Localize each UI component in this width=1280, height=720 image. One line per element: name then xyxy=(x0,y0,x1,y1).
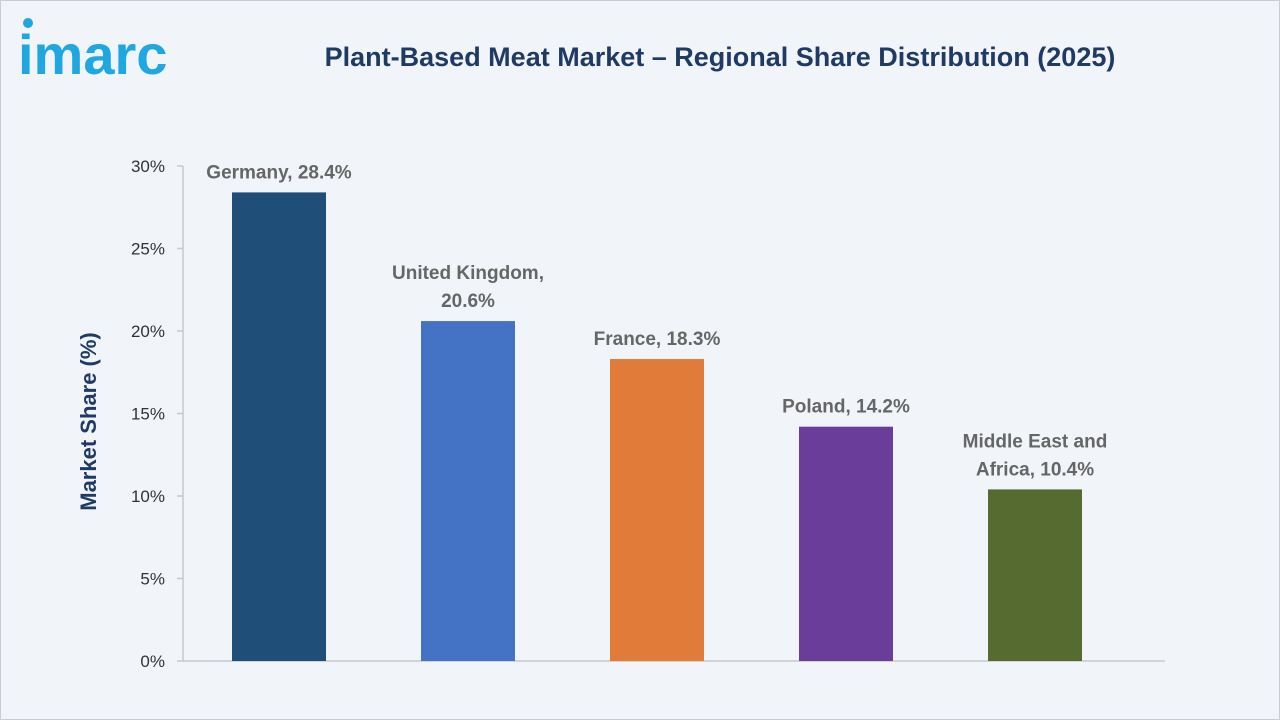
y-axis-label: Market Share (%) xyxy=(76,332,101,511)
data-label: 20.6% xyxy=(441,291,495,312)
logo-text: imarc xyxy=(18,23,167,82)
y-tick-label: 25% xyxy=(131,240,165,259)
data-label: Middle East and xyxy=(963,431,1108,452)
brand-logo: imarc xyxy=(18,16,208,86)
y-tick-label: 0% xyxy=(140,652,165,671)
y-ticks: 0% 5% 10% 15% 20% 25% 30% xyxy=(131,157,183,671)
y-tick-label: 20% xyxy=(131,322,165,341)
bar-united-kingdom xyxy=(421,321,515,661)
data-label: United Kingdom, xyxy=(392,263,544,284)
data-label: Germany, 28.4% xyxy=(206,162,352,183)
data-label: France, 18.3% xyxy=(594,329,721,350)
imarc-logo: imarc xyxy=(18,18,167,86)
bar-middle-east-and-africa xyxy=(988,489,1082,661)
data-label: Africa, 10.4% xyxy=(976,459,1094,480)
y-tick-label: 30% xyxy=(131,157,165,176)
bars xyxy=(232,192,1082,661)
y-tick-label: 5% xyxy=(140,570,165,589)
y-tick-label: 10% xyxy=(131,487,165,506)
y-tick-label: 15% xyxy=(131,405,165,424)
bar-poland xyxy=(799,426,893,661)
chart-title: Plant-Based Meat Market – Regional Share… xyxy=(324,42,1116,72)
data-labels: Germany, 28.4% United Kingdom, 20.6% France… xyxy=(206,162,1107,480)
bar-france xyxy=(610,359,704,661)
data-label: Poland, 14.2% xyxy=(782,397,910,418)
bar-germany xyxy=(232,192,326,661)
